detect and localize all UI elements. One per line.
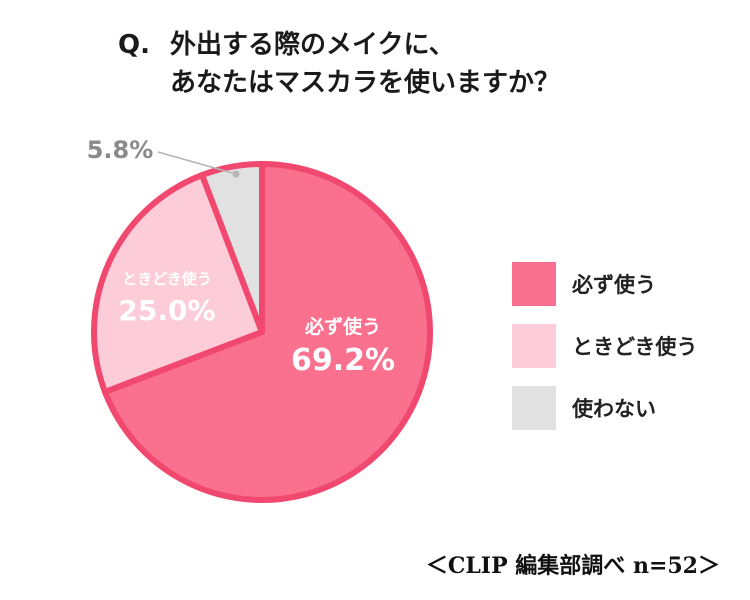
title-line1: 外出する際のメイクに、 <box>170 30 455 60</box>
source-note: ＜CLIP 編集部調べ n=52＞ <box>425 553 720 579</box>
chart-title: Q. 外出する際のメイクに、 あなたはマスカラを使いますか？ <box>118 26 560 102</box>
title-prefix: Q. <box>118 30 150 60</box>
legend-swatch-always <box>512 262 556 306</box>
pie-slice-never <box>199 161 265 335</box>
slice-label-sometimes: ときどき使う <box>122 270 212 288</box>
legend-item-never: 使わない <box>512 386 697 430</box>
legend-label-always: 必ず使う <box>572 273 656 297</box>
legend-swatch-never <box>512 386 556 430</box>
legend-label-sometimes: ときどき使う <box>572 335 698 359</box>
legend-item-sometimes: ときどき使う <box>512 324 697 368</box>
leader-dot-never <box>232 170 240 178</box>
legend: 必ず使う ときどき使う 使わない <box>512 262 697 448</box>
data-label-sometimes: 25.0% <box>118 294 215 327</box>
legend-swatch-sometimes <box>512 324 556 368</box>
title-line2: あなたはマスカラを使いますか？ <box>170 68 561 98</box>
data-label-never: 5.8% <box>87 136 154 164</box>
pie-slice-always <box>102 161 433 503</box>
data-label-always: 69.2% <box>291 343 395 378</box>
slice-label-always: 必ず使う <box>304 315 381 338</box>
legend-item-always: 必ず使う <box>512 262 697 306</box>
leader-line-never <box>157 151 237 175</box>
legend-label-never: 使わない <box>572 397 656 421</box>
